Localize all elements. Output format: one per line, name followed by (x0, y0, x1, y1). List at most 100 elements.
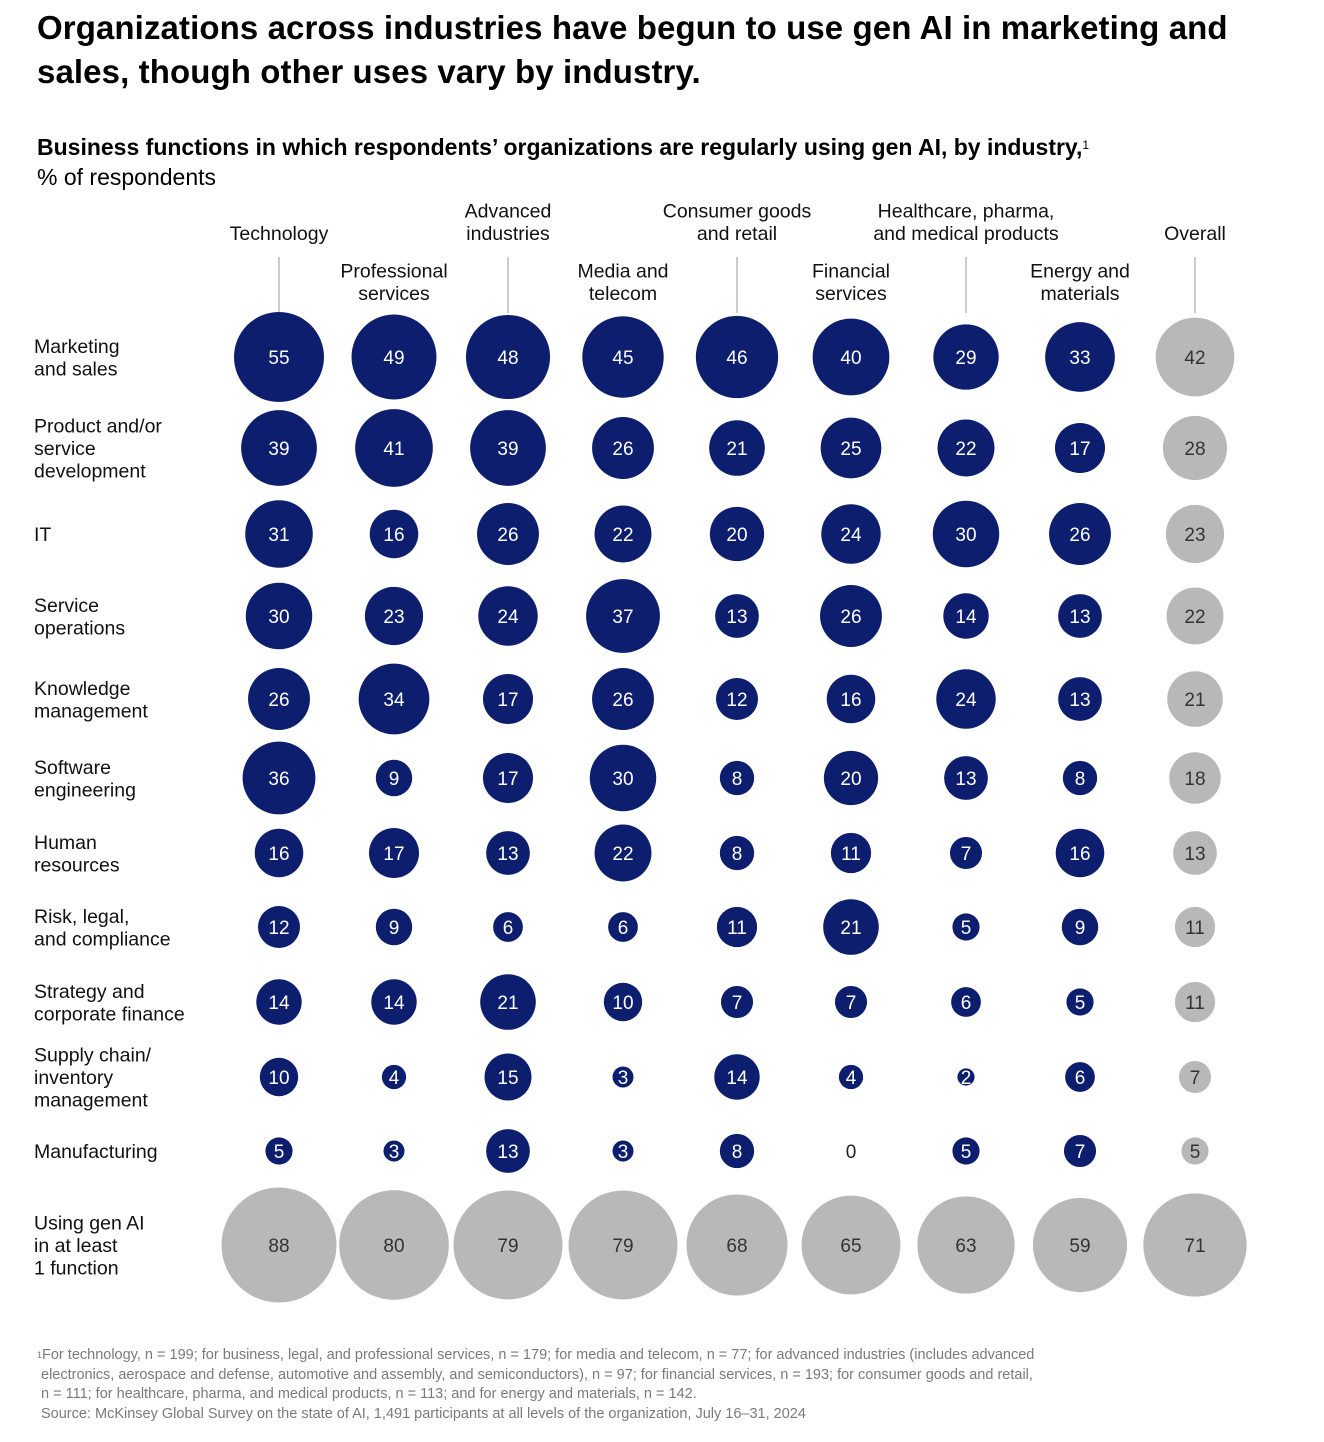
bubble-r0-c8 (1155, 317, 1235, 397)
bubble-r8-c5 (834, 985, 868, 1019)
bubble-value-r3-c2: 24 (497, 607, 519, 628)
bubble-value-r3-c7: 13 (1069, 607, 1090, 628)
bubble-r1-c3 (592, 417, 654, 479)
bubble-r10-c1 (383, 1140, 405, 1162)
bubble-value-r5-c1: 9 (389, 769, 400, 790)
bubble-value-r7-c5: 21 (840, 918, 861, 939)
bubble-r1-c8 (1162, 415, 1228, 481)
bubble-r1-c6 (937, 419, 995, 477)
bubble-value-r8-c5: 7 (846, 993, 857, 1014)
bubble-r8-c7 (1066, 988, 1094, 1016)
summary-value-c7: 59 (1069, 1236, 1090, 1257)
bubble-value-r5-c3: 30 (612, 769, 633, 790)
bubble-value-r10-c5: 0 (846, 1142, 857, 1163)
bubble-value-r6-c2: 13 (497, 844, 518, 865)
bubble-value-r3-c1: 23 (383, 607, 404, 628)
bubble-r10-c3 (612, 1140, 634, 1162)
bubble-r7-c3 (608, 912, 638, 942)
bubble-r3-c8 (1166, 587, 1224, 645)
bubble-value-r6-c1: 17 (383, 844, 404, 865)
row-label-5: Software engineering (34, 757, 136, 802)
bubble-r3-c6 (943, 593, 989, 639)
bubble-r10-c2 (486, 1129, 530, 1173)
bubble-value-r7-c2: 6 (503, 918, 514, 939)
bubble-r7-c7 (1061, 908, 1099, 946)
summary-bubble-c7 (1032, 1197, 1128, 1293)
column-header-4: Consumer goods and retail (663, 201, 812, 246)
footnote-line-mark: 1 (37, 1350, 43, 1360)
footnote: 1For technology, n = 199; for business, … (37, 1346, 1237, 1424)
bubble-r9-c1 (381, 1064, 407, 1090)
summary-value-c6: 63 (955, 1236, 976, 1257)
bubble-r7-c0 (257, 905, 301, 949)
column-header-0: Technology (230, 223, 329, 245)
bubble-value-r2-c7: 26 (1069, 525, 1090, 546)
bubble-value-r1-c2: 39 (497, 439, 518, 460)
bubble-r1-c1 (355, 409, 433, 487)
bubble-value-r6-c0: 16 (268, 844, 289, 865)
bubble-value-r6-c4: 8 (732, 844, 743, 865)
bubble-r2-c2 (477, 503, 539, 565)
bubble-value-r5-c5: 20 (840, 769, 861, 790)
bubble-value-r0-c0: 55 (268, 348, 289, 369)
summary-row-label: Using gen AI in at least 1 function (34, 1213, 145, 1280)
bubble-value-r6-c8: 13 (1184, 844, 1205, 865)
bubble-r2-c3 (594, 505, 652, 563)
bubble-value-r1-c1: 41 (383, 439, 404, 460)
bubble-r7-c1 (375, 908, 413, 946)
bubble-value-r10-c1: 3 (389, 1142, 400, 1163)
bubble-value-r10-c0: 5 (274, 1142, 285, 1163)
bubble-value-r7-c7: 9 (1075, 918, 1086, 939)
bubble-r6-c3 (594, 824, 652, 882)
bubble-value-r9-c3: 3 (618, 1068, 629, 1089)
bubble-r7-c6 (952, 913, 980, 941)
bubble-r8-c2 (480, 974, 536, 1030)
bubble-r0-c0 (234, 312, 324, 402)
bubble-r2-c1 (369, 509, 419, 559)
bubble-r5-c4 (719, 760, 755, 796)
bubble-r4-c8 (1167, 671, 1223, 727)
bubble-value-r9-c2: 15 (497, 1068, 518, 1089)
bubble-r5-c5 (823, 750, 879, 806)
bubble-value-r2-c0: 31 (268, 525, 289, 546)
chart-subtitle: Business functions in which respondents’… (37, 132, 1287, 162)
bubble-r5-c1 (375, 759, 413, 797)
bubble-value-r7-c0: 12 (268, 918, 289, 939)
bubble-value-r7-c8: 11 (1185, 918, 1205, 939)
bubble-value-r1-c5: 25 (840, 439, 861, 460)
bubble-value-r7-c4: 11 (727, 918, 747, 939)
bubble-value-r6-c3: 22 (612, 844, 633, 865)
bubble-value-r5-c8: 18 (1184, 769, 1205, 790)
summary-value-c8: 71 (1184, 1236, 1205, 1257)
bubble-value-r6-c6: 7 (961, 844, 972, 865)
bubble-r6-c8 (1173, 831, 1217, 875)
bubble-r3-c1 (364, 586, 424, 646)
bubble-value-r2-c2: 26 (497, 525, 518, 546)
bubble-value-r8-c4: 7 (732, 993, 743, 1014)
bubble-r0-c1 (351, 314, 437, 400)
bubble-value-r0-c5: 40 (840, 348, 861, 369)
footnote-source: Source: McKinsey Global Survey on the st… (41, 1405, 806, 1422)
bubble-value-r4-c4: 12 (726, 690, 747, 711)
bubble-r10-c8 (1181, 1137, 1209, 1165)
bubble-value-r4-c3: 26 (612, 690, 633, 711)
bubble-value-r9-c1: 4 (389, 1068, 400, 1089)
bubble-value-r0-c6: 29 (955, 348, 976, 369)
bubble-value-r3-c8: 22 (1184, 607, 1205, 628)
bubble-r1-c7 (1054, 422, 1106, 474)
bubble-r5-c0 (242, 741, 316, 815)
bubble-r9-c2 (484, 1053, 532, 1101)
bubble-value-r0-c7: 33 (1069, 348, 1090, 369)
bubble-r2-c6 (932, 500, 1000, 568)
bubble-value-r9-c7: 6 (1075, 1068, 1086, 1089)
bubble-r2-c0 (245, 500, 313, 568)
column-header-6: Healthcare, pharma, and medical products (873, 201, 1059, 246)
bubble-r10-c0 (265, 1137, 293, 1165)
summary-value-c3: 79 (612, 1236, 633, 1257)
bubble-r6-c0 (254, 828, 304, 878)
bubble-value-r5-c7: 8 (1075, 769, 1086, 790)
summary-bubble-c8 (1143, 1193, 1247, 1297)
bubble-r8-c1 (371, 979, 417, 1025)
bubble-value-r8-c2: 21 (497, 993, 518, 1014)
bubble-value-r10-c7: 7 (1075, 1142, 1086, 1163)
